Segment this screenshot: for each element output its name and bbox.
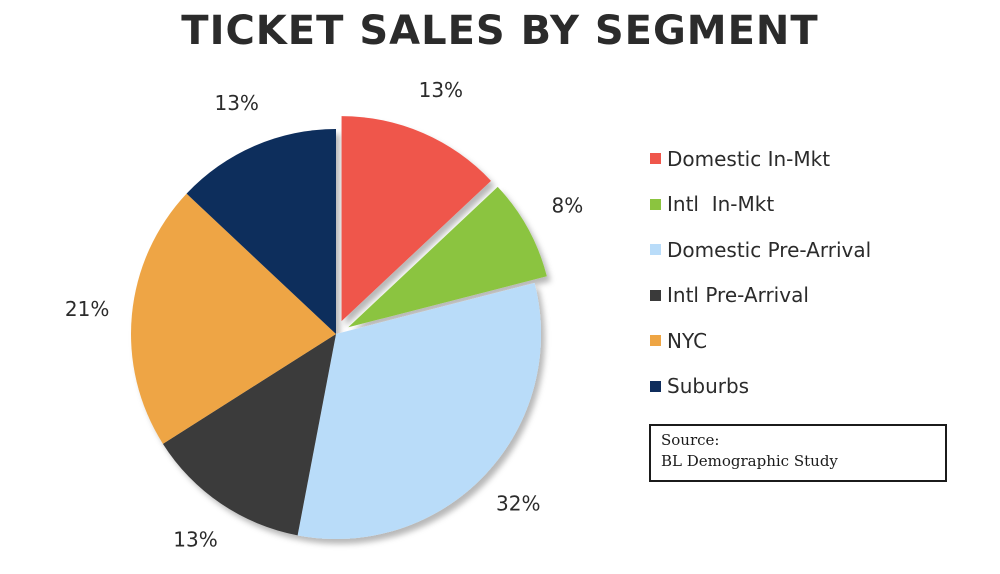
legend-item-domestic-in-mkt: Domestic In-Mkt [650, 136, 871, 182]
legend-swatch [650, 244, 661, 256]
slice-percent-label: 13% [214, 91, 258, 115]
legend-label: Intl Pre-Arrival [667, 283, 809, 308]
pie-slice [186, 129, 336, 334]
chart-legend: Domestic In-Mkt Intl In-Mkt Domestic Pre… [650, 136, 871, 409]
legend-swatch [650, 198, 661, 210]
slice-percent-label: 13% [419, 78, 463, 102]
legend-swatch [650, 335, 661, 347]
slice-percent-label: 21% [65, 297, 109, 321]
pie-slice [162, 334, 336, 536]
legend-label: Domestic Pre-Arrival [667, 237, 872, 262]
legend-label: NYC [667, 328, 708, 353]
pie-slice [130, 193, 336, 444]
chart-title: TICKET SALES BY SEGMENT [181, 8, 819, 54]
legend-item-intl-pre-arrival: Intl Pre-Arrival [650, 273, 871, 319]
legend-label: Intl In-Mkt [667, 192, 775, 217]
pie-slice [348, 186, 547, 328]
legend-swatch [650, 380, 661, 392]
legend-item-intl-in-mkt: Intl In-Mkt [650, 182, 871, 228]
legend-label: Domestic In-Mkt [667, 146, 831, 171]
legend-item-domestic-pre-arrival: Domestic Pre-Arrival [650, 227, 871, 273]
legend-label: Suburbs [667, 374, 750, 399]
pie-slice [341, 116, 491, 322]
slice-percent-label: 13% [173, 527, 217, 551]
legend-item-suburbs: Suburbs [650, 364, 871, 410]
slice-percent-label: 8% [551, 193, 583, 217]
legend-swatch [650, 153, 661, 165]
slice-percent-label: 32% [496, 492, 540, 516]
source-text: BL Demographic Study [661, 452, 838, 470]
source-label: Source: [661, 431, 720, 449]
source-box: Source: BL Demographic Study [649, 424, 947, 482]
legend-swatch [650, 289, 661, 301]
legend-item-nyc: NYC [650, 318, 871, 364]
pie-slice [297, 283, 541, 539]
